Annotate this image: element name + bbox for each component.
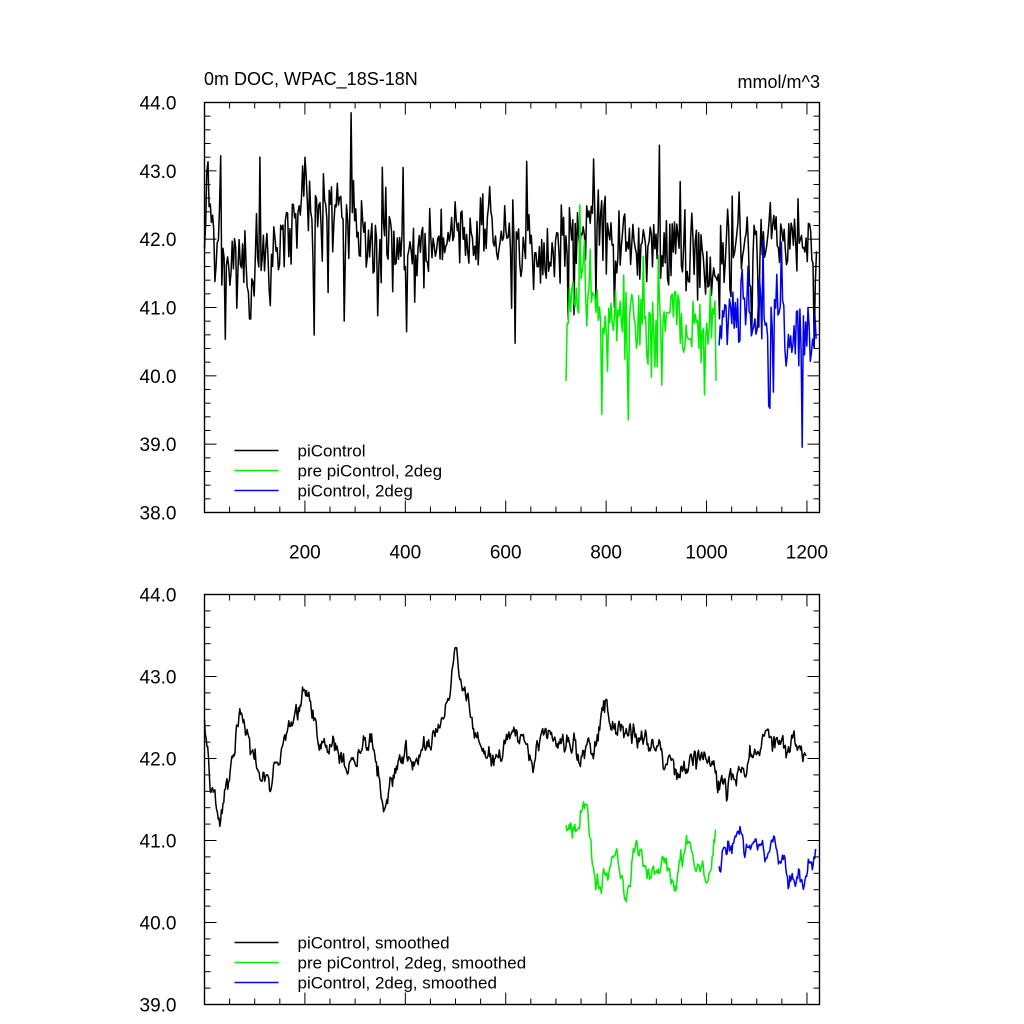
top-legend-label: piControl: [298, 442, 366, 461]
top-xtick-label: 800: [590, 543, 622, 564]
top-legend-label: pre piControl, 2deg: [298, 462, 443, 481]
bottom-legend-label: piControl, 2deg, smoothed: [298, 974, 497, 993]
top-ytick-label: 44.0: [140, 94, 177, 115]
top-x-tick-labels: 200 400 600 800 1000 1200: [289, 543, 828, 564]
top-series-line-1: [203, 111, 818, 349]
top-xtick-label: 1200: [786, 543, 828, 564]
bottom-ytick-label: 44.0: [140, 586, 177, 607]
top-xtick-label: 1000: [685, 543, 727, 564]
top-y-tick-labels: 38.0 39.0 40.0 41.0 42.0 43.0 44.0: [140, 94, 177, 525]
top-tick-marks: [204, 102, 820, 513]
top-ytick-label: 38.0: [140, 504, 177, 525]
top-ytick-label: 43.0: [140, 162, 177, 183]
bottom-y-tick-labels: 39.0 40.0 41.0 42.0 43.0 44.0: [140, 586, 177, 1017]
units-label: mmol/m^3: [738, 72, 820, 92]
bottom-legend-label: piControl, smoothed: [298, 934, 450, 953]
bottom-series-line-1: [203, 647, 807, 828]
bottom-plot-frame: [203, 593, 821, 1006]
top-ytick-label: 41.0: [140, 299, 177, 320]
bottom-ytick-label: 41.0: [140, 832, 177, 853]
top-ytick-label: 42.0: [140, 230, 177, 251]
chart-title: 0m DOC, WPAC_18S-18N: [204, 69, 418, 90]
bottom-tick-marks: [204, 594, 820, 1005]
top-xtick-label: 400: [389, 543, 421, 564]
top-xtick-label: 200: [289, 543, 321, 564]
top-ytick-label: 39.0: [140, 435, 177, 456]
top-series-lines: [203, 111, 818, 448]
bottom-ytick-label: 39.0: [140, 996, 177, 1017]
bottom-panel: 39.0 40.0 41.0 42.0 43.0 44.0 piControl, smoo…: [140, 586, 821, 1017]
top-xtick-label: 600: [490, 543, 522, 564]
top-legend-label: piControl, 2deg: [298, 482, 413, 501]
top-series-line-2: [565, 204, 717, 421]
bottom-series-line-3: [718, 825, 817, 891]
bottom-series-lines: [203, 647, 817, 903]
top-series-line-3: [718, 240, 817, 448]
bottom-ytick-label: 42.0: [140, 750, 177, 771]
top-panel: 38.0 39.0 40.0 41.0 42.0 43.0 44.0 200 400 600 80…: [140, 94, 829, 564]
bottom-ytick-label: 43.0: [140, 668, 177, 689]
top-ytick-label: 40.0: [140, 367, 177, 388]
bottom-ytick-label: 40.0: [140, 914, 177, 935]
bottom-legend-label: pre piControl, 2deg, smoothed: [298, 954, 527, 973]
bottom-series-line-2: [565, 801, 717, 903]
